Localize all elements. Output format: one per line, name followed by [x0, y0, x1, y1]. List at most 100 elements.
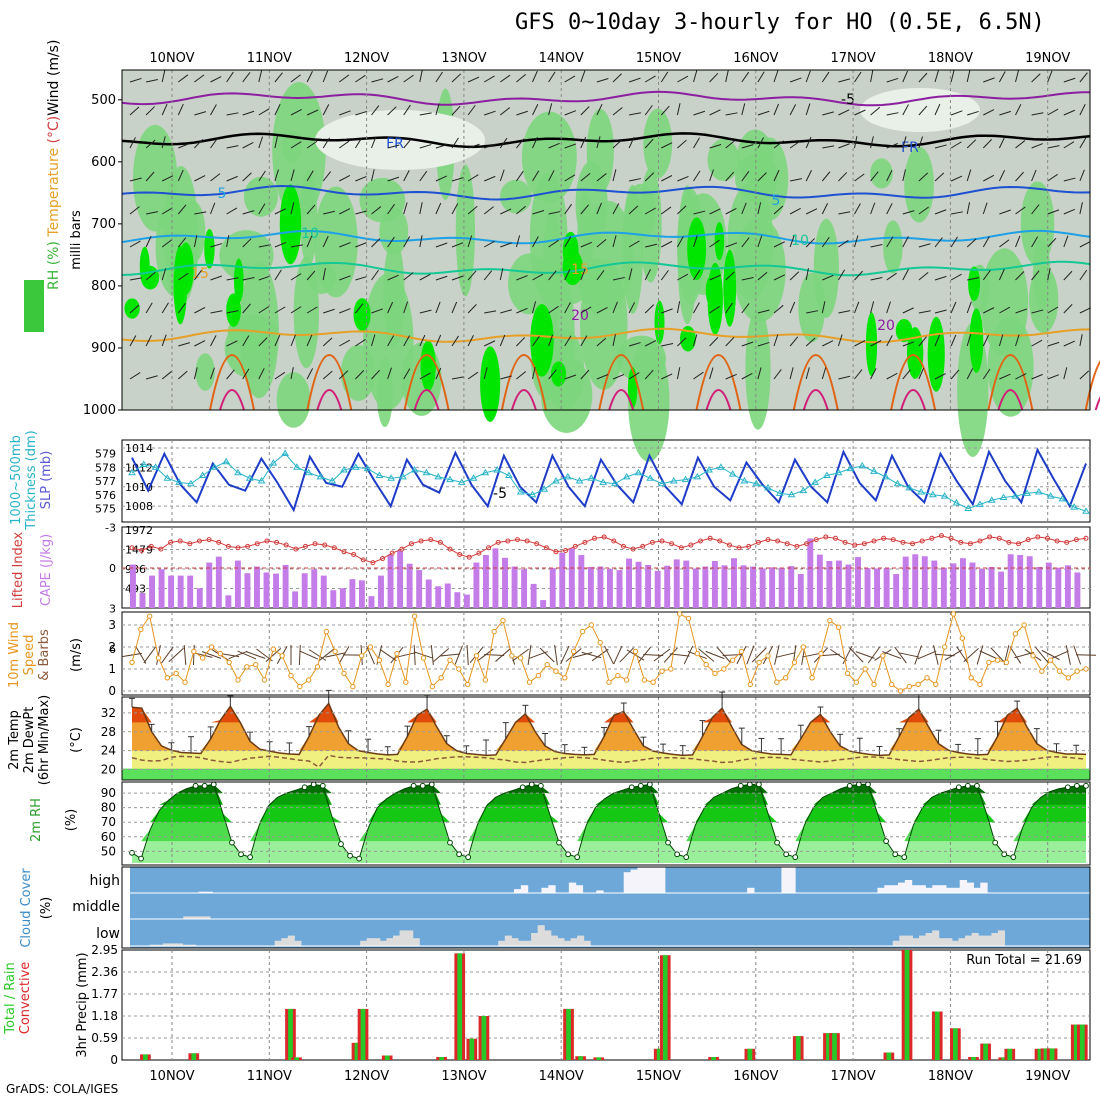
wind-barb — [1063, 367, 1068, 380]
dewpoint-line — [131, 754, 1087, 769]
rh-marker — [746, 781, 753, 788]
wind-barb — [644, 269, 651, 281]
wind-barb — [1079, 269, 1088, 281]
wind-barb — [532, 301, 537, 314]
wind-barb — [709, 208, 721, 215]
wind-barb — [532, 104, 539, 116]
wind-barb — [1031, 309, 1044, 314]
wind-barb-10m — [963, 647, 979, 663]
wind-barb — [161, 136, 166, 149]
cape-bar — [482, 555, 489, 608]
wind-barb — [918, 243, 931, 248]
li-marker — [717, 538, 723, 544]
wind-barb — [322, 137, 330, 149]
wind-barb — [403, 138, 412, 149]
wind-barb-10m — [512, 648, 530, 662]
wind-tick-label: 2 — [108, 640, 116, 654]
thickness-marker — [481, 468, 490, 476]
rh-wet-area — [927, 316, 945, 392]
wind-barb — [951, 211, 963, 215]
cloud-bar-middle — [190, 916, 198, 919]
wind-speed-marker — [880, 653, 886, 659]
cloud-bar-high — [952, 887, 961, 893]
thickness-marker — [870, 467, 878, 474]
rh-moist-area — [813, 218, 839, 318]
wind-barb — [323, 308, 335, 314]
wind-barb — [966, 202, 971, 215]
wind-barb — [145, 79, 158, 83]
wind-speed-marker — [950, 611, 957, 617]
wind-speed-marker — [1012, 631, 1019, 637]
cloud-bar-low — [386, 938, 394, 946]
wind-barb — [226, 112, 239, 116]
cape-bar — [998, 571, 1005, 608]
li-marker — [264, 538, 270, 544]
wind-barb — [1063, 77, 1076, 83]
wind-barb — [451, 137, 459, 149]
wind-barb — [516, 275, 528, 281]
wind-barb — [1047, 145, 1060, 149]
wind-barb — [242, 72, 251, 83]
wind-barb — [773, 241, 785, 248]
cape-bar — [406, 563, 413, 608]
wind-barb — [838, 211, 851, 215]
wind-barb — [982, 334, 989, 347]
wind-barb — [773, 274, 786, 281]
wind-barb — [805, 70, 811, 83]
wind-barb — [226, 207, 238, 215]
cape-bar — [702, 566, 709, 608]
rh-marker — [683, 854, 690, 861]
wind-barb — [499, 107, 511, 116]
wind-barb-10m — [265, 647, 282, 663]
wind-barb — [725, 336, 735, 347]
wind-barb-10m — [917, 650, 937, 660]
thickness-marker — [917, 488, 925, 495]
wind-barb — [870, 70, 874, 83]
rh-wet-area — [707, 262, 723, 335]
rh-marker — [756, 781, 762, 788]
cape-bar — [234, 560, 241, 608]
precip-bar-rain — [360, 1008, 366, 1060]
wind-barb — [1063, 141, 1075, 149]
rh-marker — [1083, 782, 1089, 789]
rh-wet-area — [279, 184, 302, 265]
wind-barb — [660, 71, 669, 83]
rh-wet-area — [714, 221, 725, 261]
wind-barb-10m — [413, 644, 416, 666]
wind-barb-10m — [454, 645, 463, 665]
wind-barb — [129, 137, 136, 149]
wind-barb — [306, 306, 318, 314]
wind-barb — [355, 339, 366, 347]
isotherm-25 — [695, 354, 742, 411]
wind-barb — [902, 369, 911, 380]
wind-speed-marker — [782, 675, 789, 681]
rh-wet-area — [627, 367, 638, 409]
wind-barb — [500, 309, 512, 314]
rh-marker — [855, 781, 862, 788]
wind-speed-marker — [676, 611, 683, 617]
rh-tick-label: 70 — [101, 815, 116, 829]
wind-barb — [870, 106, 881, 116]
cloud-bar-high — [891, 885, 899, 893]
rh-line — [131, 783, 1086, 860]
wind-barb — [982, 368, 991, 380]
wind-speed-marker — [482, 677, 489, 683]
panel-label: Cloud Cover — [19, 868, 34, 948]
wind-barb — [483, 270, 493, 281]
cloud-bar-low — [189, 944, 197, 946]
rh-marker — [646, 781, 653, 788]
wind-barb — [886, 236, 894, 248]
wind-speed-marker — [721, 666, 727, 672]
wind-barb — [483, 340, 496, 347]
thickness-marker — [905, 483, 914, 491]
wind-barb — [242, 303, 251, 314]
thickness-marker — [422, 468, 431, 476]
wind-barb — [532, 367, 536, 380]
wind-barb — [435, 334, 442, 347]
thickness-marker — [823, 471, 831, 478]
wind-barb-10m — [135, 646, 147, 664]
wind-barb — [725, 373, 737, 380]
wind-barb — [644, 105, 653, 116]
wind-barb — [661, 308, 673, 314]
wind-speed-marker — [844, 670, 851, 677]
